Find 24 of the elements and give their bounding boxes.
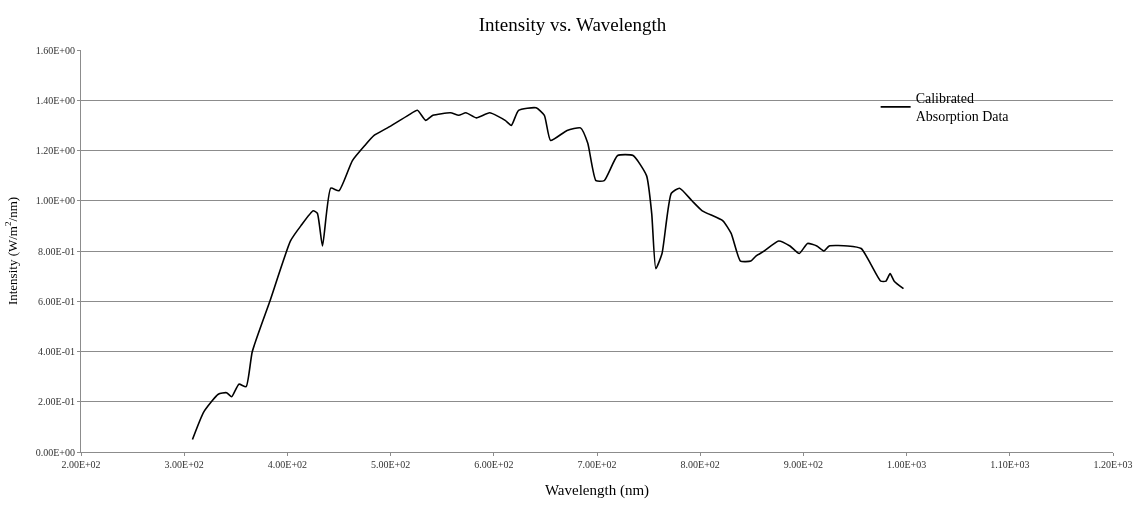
y-tick-label: 1.20E+00	[35, 145, 75, 156]
y-tick-label: 8.00E-01	[38, 245, 75, 257]
x-tick-label: 1.00E+03	[886, 459, 927, 470]
y-tick-label: 1.60E+00	[35, 44, 75, 56]
x-tick-label: 5.00E+02	[370, 459, 411, 470]
x-tick-label: 2.00E+02	[61, 459, 101, 470]
x-tick-label: 1.10E+03	[990, 459, 1030, 470]
y-tick-label: 4.00E-01	[38, 346, 75, 357]
line-series	[191, 106, 905, 441]
chart-title: Intensity vs. Wavelength	[478, 14, 667, 36]
x-axis-title: Wavelength (nm)	[544, 482, 650, 499]
y-tick-label: 1.40E+00	[35, 94, 75, 106]
y-tick-label: 2.00E-01	[38, 396, 75, 408]
x-tick-label: 8.00E+02	[680, 459, 720, 470]
x-tick-label: 3.00E+02	[164, 459, 204, 470]
x-tick-label: 1.20E+03	[1093, 459, 1133, 470]
x-tick-label: 6.00E+02	[474, 459, 514, 470]
x-tick-label: 9.00E+02	[783, 459, 824, 470]
y-tick-label: 6.00E-01	[38, 295, 75, 307]
x-tick-label: 7.00E+02	[577, 459, 617, 470]
legend-label: Calibrated Absorption Data	[915, 91, 1010, 125]
x-tick-label: 4.00E+02	[267, 459, 308, 470]
y-tick-label: 0.00E+00	[35, 446, 75, 458]
y-tick-label: 1.00E+00	[35, 195, 75, 207]
